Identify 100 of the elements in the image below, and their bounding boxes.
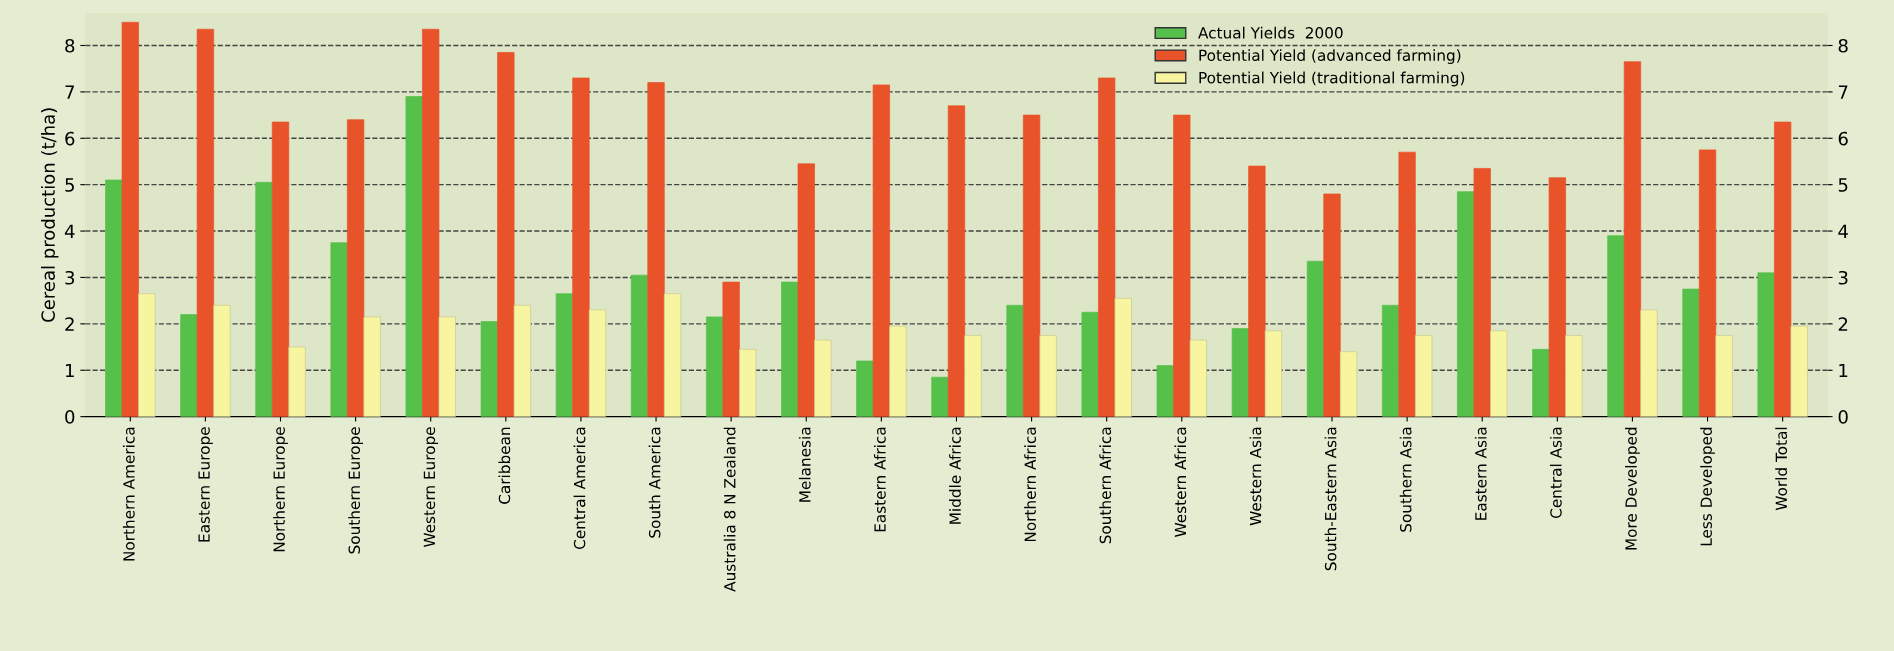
bar [1098,77,1116,417]
x-tick-label: Western Asia [1249,427,1262,526]
bar [422,28,440,417]
y2-tick-label: 8 [1838,38,1848,53]
bar [1757,272,1775,417]
bar [588,309,607,417]
y2-tick-label: 4 [1838,224,1848,238]
bar [797,163,815,417]
bar [1189,339,1207,417]
bar [706,316,724,417]
x-tick-label: Southern Asia [1399,427,1412,532]
y-tick-label: 2 [65,317,74,331]
bar [1774,121,1792,417]
y2-tick-label: 0 [1838,410,1848,424]
legend-label: Potential Yield (traditional farming) [1199,71,1465,87]
x-tick-label: Eastern Africa [873,427,886,532]
x-tick-label: Less Developed [1700,427,1715,546]
bar [1490,330,1508,417]
bar [739,349,757,417]
bar [814,339,832,417]
bar [1565,335,1583,417]
bar [1114,297,1132,417]
x-tick-label: World Total [1775,427,1788,511]
x-tick-label: Southern Africa [1099,427,1112,544]
x-tick-label: Western Europe [423,427,439,548]
bar [121,21,139,417]
bar [1306,260,1325,417]
bar [1264,330,1283,417]
bar [347,119,365,417]
bar [722,281,740,417]
bar [1790,325,1808,417]
bar [947,105,966,417]
y-tick-label: 1 [66,363,74,378]
bar [213,304,231,417]
y-tick-label: 8 [65,38,75,53]
bar [1006,304,1024,417]
y-tick-label: 6 [65,131,75,146]
bar [288,346,306,417]
x-tick-label: Central America [573,427,586,550]
bar [1473,168,1491,417]
bar [1022,114,1041,417]
x-tick-label: More Developed [1625,427,1640,550]
y-tick-label: 0 [65,410,75,424]
x-tick-label: Northern Europe [273,427,288,552]
bar [572,77,590,417]
x-tick-label: Caribbean [498,427,511,504]
x-tick-label: Northern Africa [1024,427,1037,542]
y2-tick-label: 6 [1838,131,1848,146]
x-tick-label: Eastern Europe [198,427,213,542]
bar [856,360,874,417]
bar [271,121,290,417]
x-tick-label: Middle Africa [949,427,961,524]
bar [931,376,949,417]
bar [1457,191,1475,417]
y2-tick-label: 2 [1838,317,1848,331]
bar [1532,349,1550,417]
bar [1323,193,1341,417]
bar [405,96,423,417]
bar [255,182,273,417]
bar [1231,328,1249,417]
y-tick-label: 5 [65,178,74,192]
legend-label: Potential Yield (advanced farming) [1199,49,1461,64]
bar [363,316,381,417]
bar [1698,149,1717,417]
y-tick-label: 3 [65,270,75,285]
bar [1381,304,1400,417]
bar [872,84,890,417]
bar [1682,288,1700,417]
bar [1415,335,1433,417]
bar [1623,61,1642,417]
y-tick-label: 4 [64,224,75,238]
bar [630,274,649,417]
bar [1248,165,1266,417]
bar [480,321,498,417]
y2-tick-label: 5 [1838,178,1848,192]
bar [513,304,531,417]
y-tick-label: 7 [65,85,74,99]
x-tick-label: South America [648,427,661,538]
bar [1640,309,1658,417]
bar [1398,151,1416,417]
bar [1173,114,1191,417]
x-tick-label: Southern Europe [348,427,364,554]
y2-tick-label: 1 [1839,363,1848,378]
x-tick-label: Melanesia [798,427,811,502]
bar [964,335,982,417]
x-tick-label: Western Africa [1174,427,1187,537]
bar [555,293,574,417]
bar [781,281,799,417]
bar [1715,335,1733,417]
bar [497,52,515,417]
bar [330,242,348,417]
x-tick-label: Central Asia [1549,427,1562,519]
y2-tick-label: 3 [1838,270,1848,285]
x-tick-label: Northern America [122,427,135,561]
bar [438,316,456,417]
bar [1039,335,1057,417]
x-tick-label: Eastern Asia [1474,427,1487,520]
bar [889,325,907,417]
bar [1081,311,1099,417]
legend-label: Actual Yields 2000 [1198,26,1343,39]
